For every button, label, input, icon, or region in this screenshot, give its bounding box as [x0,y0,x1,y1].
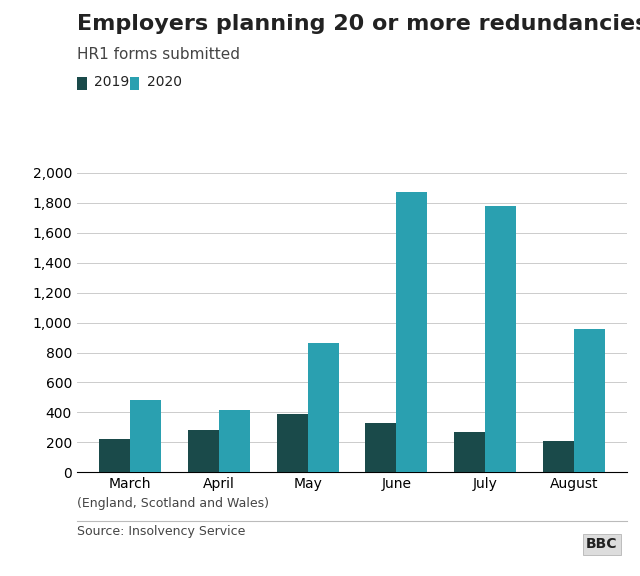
Bar [308,343,339,472]
Bar [543,441,574,472]
Bar [99,439,130,472]
Text: 2019: 2019 [94,75,129,89]
Bar [454,432,485,472]
Bar [219,410,250,472]
Bar [574,328,605,472]
Text: Source: Insolvency Service: Source: Insolvency Service [77,525,245,539]
Text: (England, Scotland and Wales): (England, Scotland and Wales) [77,497,269,510]
Text: BBC: BBC [586,537,618,551]
Text: 2020: 2020 [147,75,182,89]
Text: Employers planning 20 or more redundancies: Employers planning 20 or more redundanci… [77,14,640,35]
Bar [485,206,516,472]
Bar [396,191,428,472]
Bar [188,430,219,472]
Bar [276,414,308,472]
Bar [365,423,396,472]
Text: HR1 forms submitted: HR1 forms submitted [77,47,240,62]
Bar [130,400,161,472]
